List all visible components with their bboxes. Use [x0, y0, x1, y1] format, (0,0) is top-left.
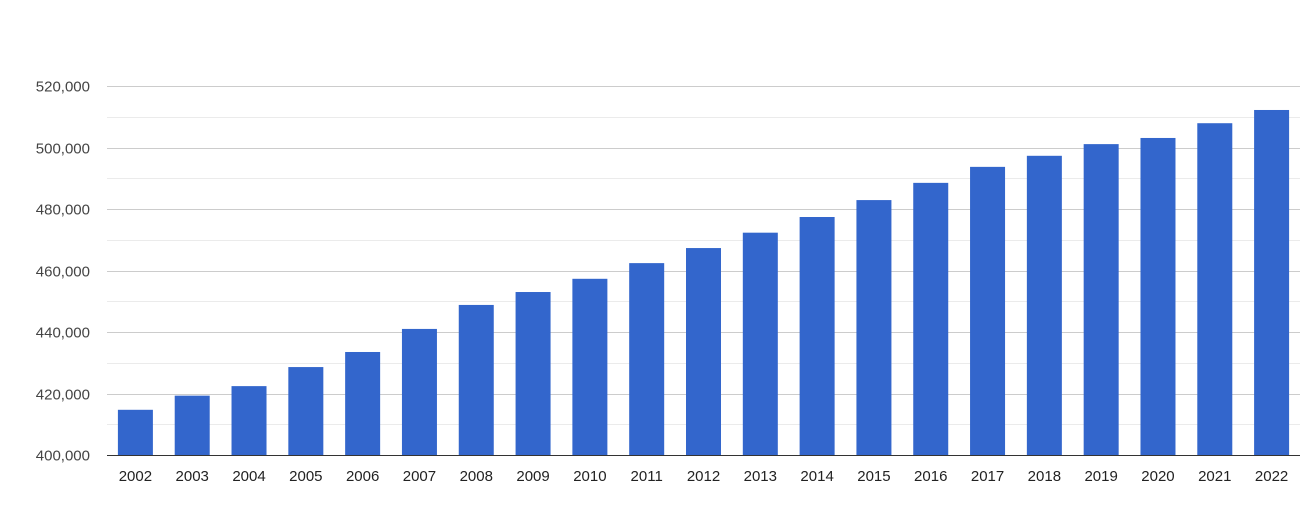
- y-tick-label: 520,000: [36, 79, 90, 96]
- bar-2012: [686, 248, 721, 455]
- bar-2009: [515, 292, 551, 455]
- y-tick-label: 440,000: [36, 325, 90, 342]
- bar-2007: [401, 328, 437, 455]
- x-tick-label: 2017: [971, 468, 1004, 485]
- bar-2015: [856, 200, 892, 455]
- x-tick-label: 2005: [289, 468, 322, 485]
- x-tick-label: 2019: [1084, 468, 1117, 485]
- bar-2003: [174, 395, 210, 455]
- x-tick-label: 2011: [631, 468, 663, 485]
- bar-2008: [458, 304, 494, 455]
- x-tick-label: 2007: [403, 468, 436, 485]
- y-tick-label: 460,000: [36, 264, 90, 281]
- bars: [117, 109, 1290, 456]
- x-tick-label: 2012: [687, 468, 720, 485]
- x-tick-label: 2020: [1141, 468, 1174, 485]
- bar-2005: [288, 367, 324, 455]
- x-tick-label: 2008: [460, 468, 493, 485]
- x-tick-label: 2014: [800, 468, 833, 485]
- y-tick-label: 500,000: [36, 141, 90, 158]
- bar-2020: [1140, 137, 1176, 455]
- bar-2019: [1083, 144, 1119, 455]
- bar-2014: [799, 217, 835, 455]
- bar-2022: [1254, 109, 1290, 455]
- x-tick-label: 2003: [176, 468, 209, 485]
- x-tick-label: 2015: [857, 468, 890, 485]
- bar-2016: [913, 182, 949, 456]
- bar-2017: [970, 166, 1006, 455]
- y-tick-label: 420,000: [36, 387, 90, 404]
- x-tick-label: 2002: [119, 468, 152, 485]
- x-tick-label: 2009: [516, 468, 549, 485]
- x-tick-label: 2016: [914, 468, 947, 485]
- x-tick-label: 2021: [1198, 468, 1231, 485]
- x-tick-label: 2010: [573, 468, 606, 485]
- bar-2011: [629, 263, 665, 455]
- axes: 400,000 420,000 440,000 460,000 480,000 500,0…: [36, 79, 1300, 485]
- bar-2013: [742, 232, 778, 455]
- x-tick-label: 2018: [1028, 468, 1061, 485]
- x-tick-label: 2022: [1255, 468, 1288, 485]
- y-tick-label: 480,000: [36, 202, 90, 219]
- bar-2006: [345, 351, 381, 455]
- x-tick-label: 2004: [232, 468, 265, 485]
- y-tick-label: 400,000: [36, 448, 90, 465]
- bar-2004: [231, 386, 267, 455]
- bar-2010: [572, 278, 608, 455]
- bar-2002: [117, 409, 153, 455]
- x-tick-label: 2006: [346, 468, 379, 485]
- bar-2018: [1026, 155, 1062, 456]
- x-tick-label: 2013: [744, 468, 777, 485]
- bar-2021: [1197, 123, 1233, 456]
